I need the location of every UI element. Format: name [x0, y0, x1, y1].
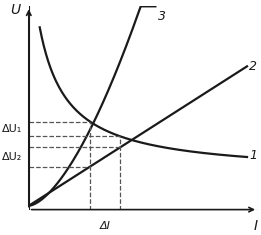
Text: ΔU₂: ΔU₂: [2, 152, 22, 162]
Text: ΔI: ΔI: [100, 221, 111, 231]
Text: ΔU₁: ΔU₁: [2, 124, 22, 134]
Text: 3: 3: [158, 10, 165, 23]
Text: I: I: [254, 219, 258, 233]
Text: U: U: [10, 3, 20, 17]
Text: 2: 2: [249, 60, 257, 73]
Text: 1: 1: [249, 149, 257, 162]
